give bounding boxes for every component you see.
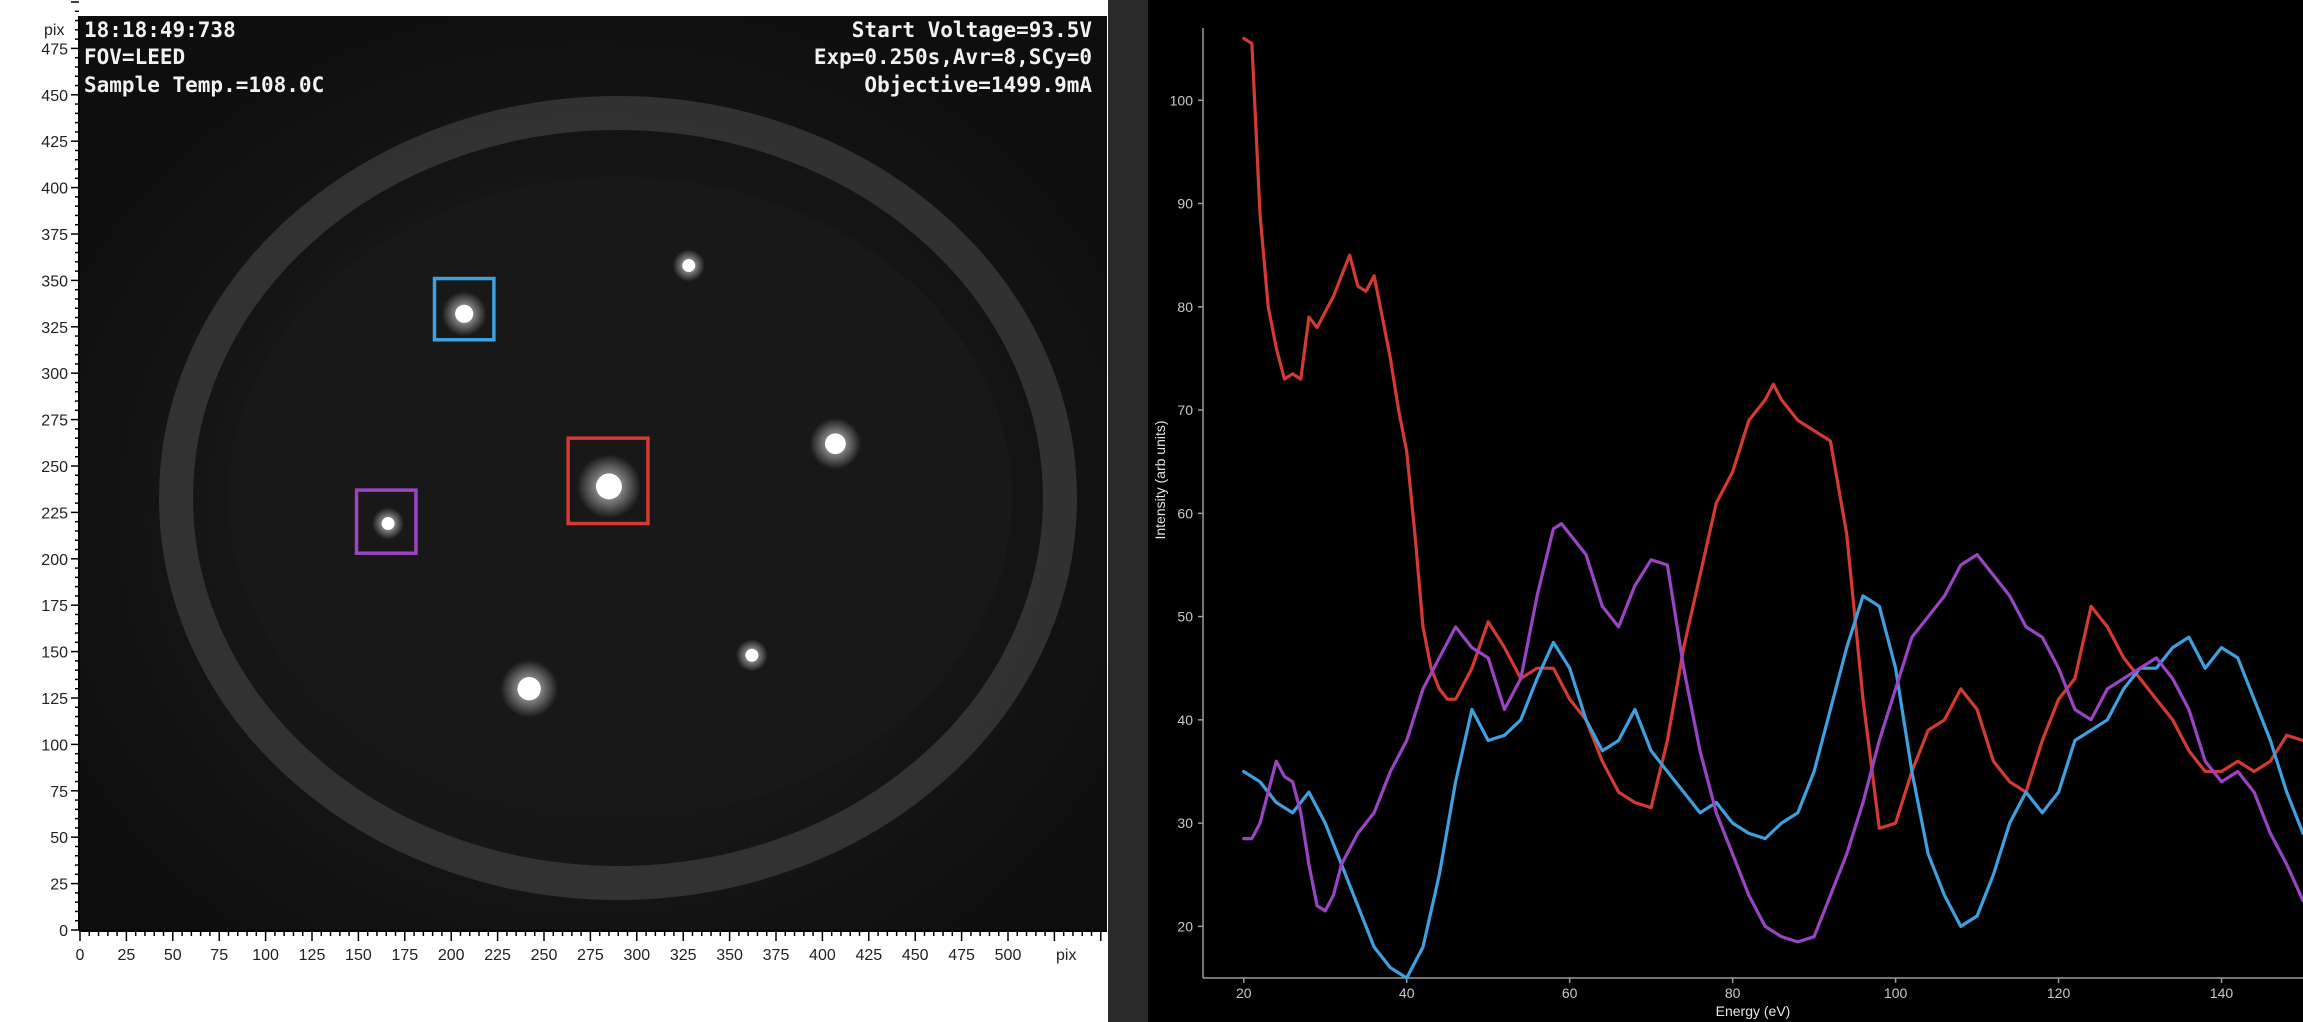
- roi-box-purple[interactable]: [354, 488, 418, 555]
- leed-image-svg: 0255075100125150175200225250275300325350…: [41, 1, 1107, 964]
- x-tick-label: 475: [948, 947, 975, 964]
- roi-box-red[interactable]: [566, 436, 650, 526]
- y-tick-label: 225: [41, 505, 68, 522]
- x-tick-label: 300: [623, 947, 650, 964]
- roi-box-blue[interactable]: [432, 276, 496, 342]
- timestamp-text: 18:18:49:738: [84, 18, 236, 42]
- chart-y-tick-label: 50: [1177, 609, 1193, 625]
- chart-y-tick-label: 70: [1177, 402, 1193, 418]
- x-tick-label: 50: [164, 947, 182, 964]
- x-tick-label: 375: [763, 947, 790, 964]
- x-tick-label: 400: [809, 947, 836, 964]
- chart-y-tick-label: 40: [1177, 712, 1193, 728]
- y-tick-label: 450: [41, 88, 68, 105]
- x-tick-label: 0: [76, 947, 85, 964]
- chart-x-tick-label: 100: [1884, 985, 1908, 1001]
- chart-x-tick-label: 120: [2047, 985, 2071, 1001]
- roi-boxes: [354, 276, 650, 555]
- series-line-1: [1242, 36, 2303, 830]
- series-line-3: [1242, 522, 2303, 944]
- x-tick-label: 250: [531, 947, 558, 964]
- x-tick-label: 25: [118, 947, 136, 964]
- chart-y-tick-label: 30: [1177, 815, 1193, 831]
- chart-x-tick-label: 40: [1399, 985, 1415, 1001]
- diffraction-spot: [517, 677, 541, 701]
- y-tick-label: 175: [41, 598, 68, 615]
- chart-x-tick-label: 60: [1562, 985, 1578, 1001]
- sample-temp-text: Sample Temp.=108.0C: [84, 73, 324, 97]
- y-tick-label: 0: [59, 923, 68, 940]
- y-tick-label: 275: [41, 413, 68, 430]
- x-tick-label: 125: [299, 947, 326, 964]
- y-axis: 0 25 50 75 100 125 150 175 200 225 250 275 300 325 350…: [41, 1, 80, 940]
- diffraction-spot: [682, 259, 696, 273]
- x-tick-label: 75: [210, 947, 228, 964]
- x-axis-label: Energy (eV): [1716, 1003, 1791, 1019]
- y-tick-label: 475: [41, 41, 68, 58]
- chart-y-tick-label: 90: [1177, 196, 1193, 212]
- leed-spots: [372, 249, 861, 718]
- exposure-text: Exp=0.250s,Avr=8,SCy=0: [814, 45, 1092, 69]
- x-tick-label: 325: [670, 947, 697, 964]
- chart-series: [1242, 36, 2303, 980]
- y-tick-label: 350: [41, 273, 68, 290]
- fov-text: FOV=LEED: [84, 45, 185, 69]
- y-tick-label: 125: [41, 691, 68, 708]
- objective-text: Objective=1499.9mA: [864, 73, 1092, 97]
- diffraction-spot: [595, 473, 622, 500]
- chart-x-tick-label: 20: [1236, 985, 1252, 1001]
- iv-chart-svg: 20 30 40 50 60 70 80 90 100 20 40 60 80 100 120 140 Ene…: [1152, 28, 2303, 1019]
- y-tick-label: 325: [41, 320, 68, 337]
- diffraction-spot: [455, 304, 474, 323]
- x-axis: 0 25 50 75 100 125 150 175 200 225 250 275 300 325 350…: [76, 930, 1107, 964]
- y-tick-label: 150: [41, 645, 68, 662]
- diffraction-spot: [381, 517, 395, 531]
- iv-chart-panel: 20 30 40 50 60 70 80 90 100 20 40 60 80 100 120 140 Ene…: [1148, 0, 2303, 1022]
- x-tick-label: 500: [995, 947, 1022, 964]
- leed-image-panel: 0 25 50 75 100 125 150 175 200 225 250 275 300 325 350…: [0, 0, 1108, 1000]
- y-axis-label: Intensity (arb units): [1152, 420, 1168, 539]
- x-axis-unit-label: pix: [1056, 947, 1076, 964]
- x-tick-label: 425: [855, 947, 882, 964]
- y-tick-label: 200: [41, 552, 68, 569]
- chart-x-tick-label: 140: [2210, 985, 2234, 1001]
- y-tick-label: 100: [41, 737, 68, 754]
- start-voltage-text: Start Voltage=93.5V: [852, 18, 1093, 42]
- leed-outer-ring: [159, 96, 1077, 900]
- x-tick-label: 150: [345, 947, 372, 964]
- y-tick-label: 25: [50, 877, 68, 894]
- y-tick-label: 425: [41, 134, 68, 151]
- y-tick-label: 75: [50, 784, 68, 801]
- chart-x-tick-label: 80: [1725, 985, 1741, 1001]
- x-tick-label: 175: [391, 947, 418, 964]
- x-tick-label: 200: [438, 947, 465, 964]
- chart-axes: 20 30 40 50 60 70 80 90 100 20 40 60 80 100 120 140: [1170, 28, 2303, 1001]
- y-tick-label: 375: [41, 227, 68, 244]
- y-tick-label: 400: [41, 181, 68, 198]
- chart-y-tick-label: 60: [1177, 505, 1193, 521]
- x-tick-label: 225: [484, 947, 511, 964]
- chart-y-tick-label: 20: [1177, 918, 1193, 934]
- chart-y-tick-label: 100: [1170, 92, 1194, 108]
- y-tick-label: 50: [50, 830, 68, 847]
- x-tick-label: 275: [577, 947, 604, 964]
- diffraction-spot: [745, 648, 759, 662]
- x-tick-label: 350: [716, 947, 743, 964]
- diffraction-spot: [824, 433, 846, 455]
- chart-y-tick-label: 80: [1177, 299, 1193, 315]
- series-line-2: [1242, 594, 2303, 980]
- x-tick-label: 450: [902, 947, 929, 964]
- y-tick-label: 250: [41, 459, 68, 476]
- x-tick-label: 100: [252, 947, 279, 964]
- y-tick-label: 300: [41, 366, 68, 383]
- y-axis-unit-label: pix: [44, 22, 64, 39]
